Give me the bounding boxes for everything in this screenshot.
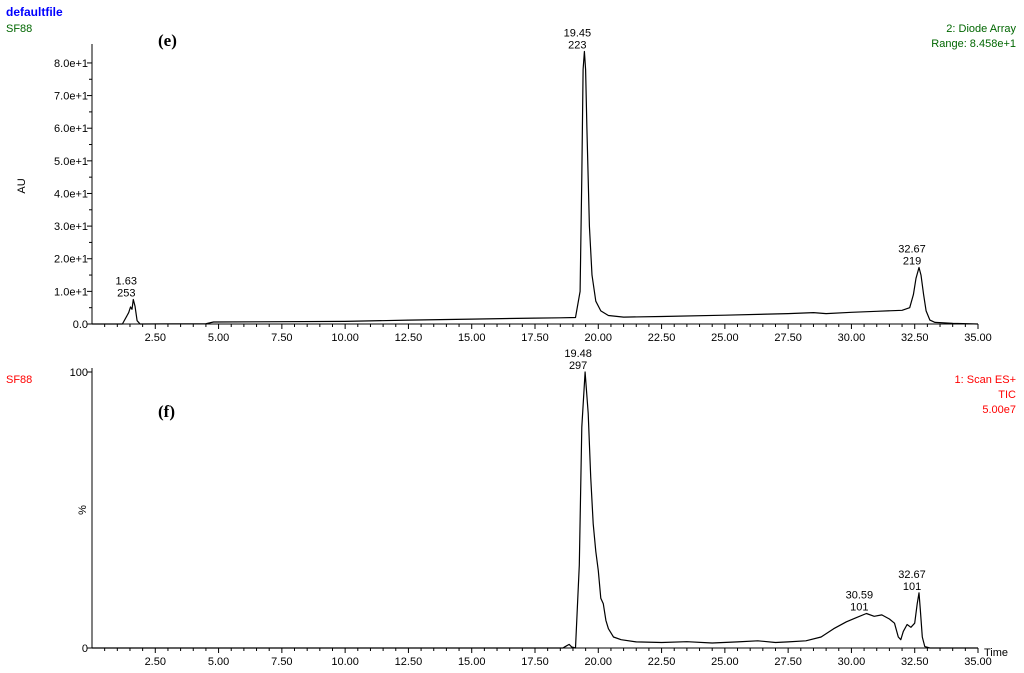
x-tick-label: 15.00 — [458, 332, 486, 344]
panel-label: (f) — [158, 402, 175, 421]
info-line: 1: Scan ES+ — [955, 374, 1016, 386]
x-tick-label: 7.50 — [271, 332, 292, 344]
y-tick-label: 100 — [70, 367, 88, 379]
x-tick-label: 25.00 — [711, 332, 739, 344]
y-tick-label: 1.0e+1 — [54, 286, 88, 298]
x-tick-label: 5.00 — [208, 656, 229, 668]
x-tick-label: 17.50 — [521, 332, 549, 344]
x-tick-label: 30.00 — [838, 332, 866, 344]
peak-value-label: 223 — [568, 40, 586, 52]
info-line: TIC — [998, 389, 1016, 401]
x-tick-label: 27.50 — [774, 656, 802, 668]
chart-panel-e: SF88 2: Diode Array Range: 8.458e+1 (e) AU 2.… — [6, 23, 1016, 344]
y-axis-label: AU — [16, 178, 28, 193]
peak-rt-label: 19.48 — [564, 348, 592, 360]
x-tick-label: 25.00 — [711, 656, 739, 668]
x-tick-label: 7.50 — [271, 656, 292, 668]
x-tick-label: 12.50 — [395, 332, 423, 344]
x-tick-label: 35.00 — [964, 332, 992, 344]
x-tick-label: 2.50 — [145, 332, 166, 344]
peak-rt-label: 32.67 — [898, 569, 926, 581]
peak-rt-label: 19.45 — [564, 28, 592, 40]
x-tick-label: 32.50 — [901, 656, 929, 668]
y-axis-label: % — [77, 505, 89, 515]
sample-label: SF88 — [6, 374, 32, 386]
y-tick-label: 5.0e+1 — [54, 156, 88, 168]
peak-rt-label: 30.59 — [846, 590, 874, 602]
x-axis-label: Time — [984, 647, 1008, 659]
x-tick-label: 5.00 — [208, 332, 229, 344]
x-tick-label: 10.00 — [331, 656, 359, 668]
y-tick-label: 7.0e+1 — [54, 91, 88, 103]
peak-value-label: 297 — [569, 360, 587, 372]
y-tick-label: 0.0 — [73, 319, 88, 331]
x-tick-label: 22.50 — [648, 656, 676, 668]
peak-value-label: 219 — [903, 256, 921, 268]
x-tick-label: 22.50 — [648, 332, 676, 344]
x-tick-label: 20.00 — [585, 656, 613, 668]
info-line: 5.00e7 — [982, 404, 1016, 416]
x-tick-label: 12.50 — [395, 656, 423, 668]
x-tick-label: 35.00 — [964, 656, 992, 668]
peak-value-label: 101 — [903, 581, 921, 593]
trace-line — [92, 371, 978, 649]
info-line: 2: Diode Array — [946, 23, 1016, 35]
panel-label: (e) — [158, 31, 177, 50]
chart-panel-f: SF88 1: Scan ES+ TIC 5.00e7 (f)% Time 2.50 5.00… — [6, 348, 1016, 668]
y-tick-label: 4.0e+1 — [54, 188, 88, 200]
y-tick-label: 3.0e+1 — [54, 221, 88, 233]
info-line: Range: 8.458e+1 — [931, 38, 1016, 50]
x-tick-label: 30.00 — [838, 656, 866, 668]
file-name: defaultfile — [6, 5, 63, 19]
x-tick-label: 27.50 — [774, 332, 802, 344]
x-tick-label: 15.00 — [458, 656, 486, 668]
y-tick-label: 6.0e+1 — [54, 123, 88, 135]
peak-value-label: 101 — [850, 602, 868, 614]
x-tick-label: 32.50 — [901, 332, 929, 344]
peak-rt-label: 1.63 — [116, 276, 137, 288]
y-tick-label: 2.0e+1 — [54, 254, 88, 266]
x-tick-label: 20.00 — [585, 332, 613, 344]
x-tick-label: 10.00 — [331, 332, 359, 344]
peak-rt-label: 32.67 — [898, 244, 926, 256]
y-tick-label: 8.0e+1 — [54, 58, 88, 70]
sample-label: SF88 — [6, 23, 32, 35]
x-tick-label: 17.50 — [521, 656, 549, 668]
peak-value-label: 253 — [117, 288, 135, 300]
x-tick-label: 2.50 — [145, 656, 166, 668]
y-tick-label: 0 — [82, 643, 88, 655]
trace-line — [92, 50, 979, 325]
